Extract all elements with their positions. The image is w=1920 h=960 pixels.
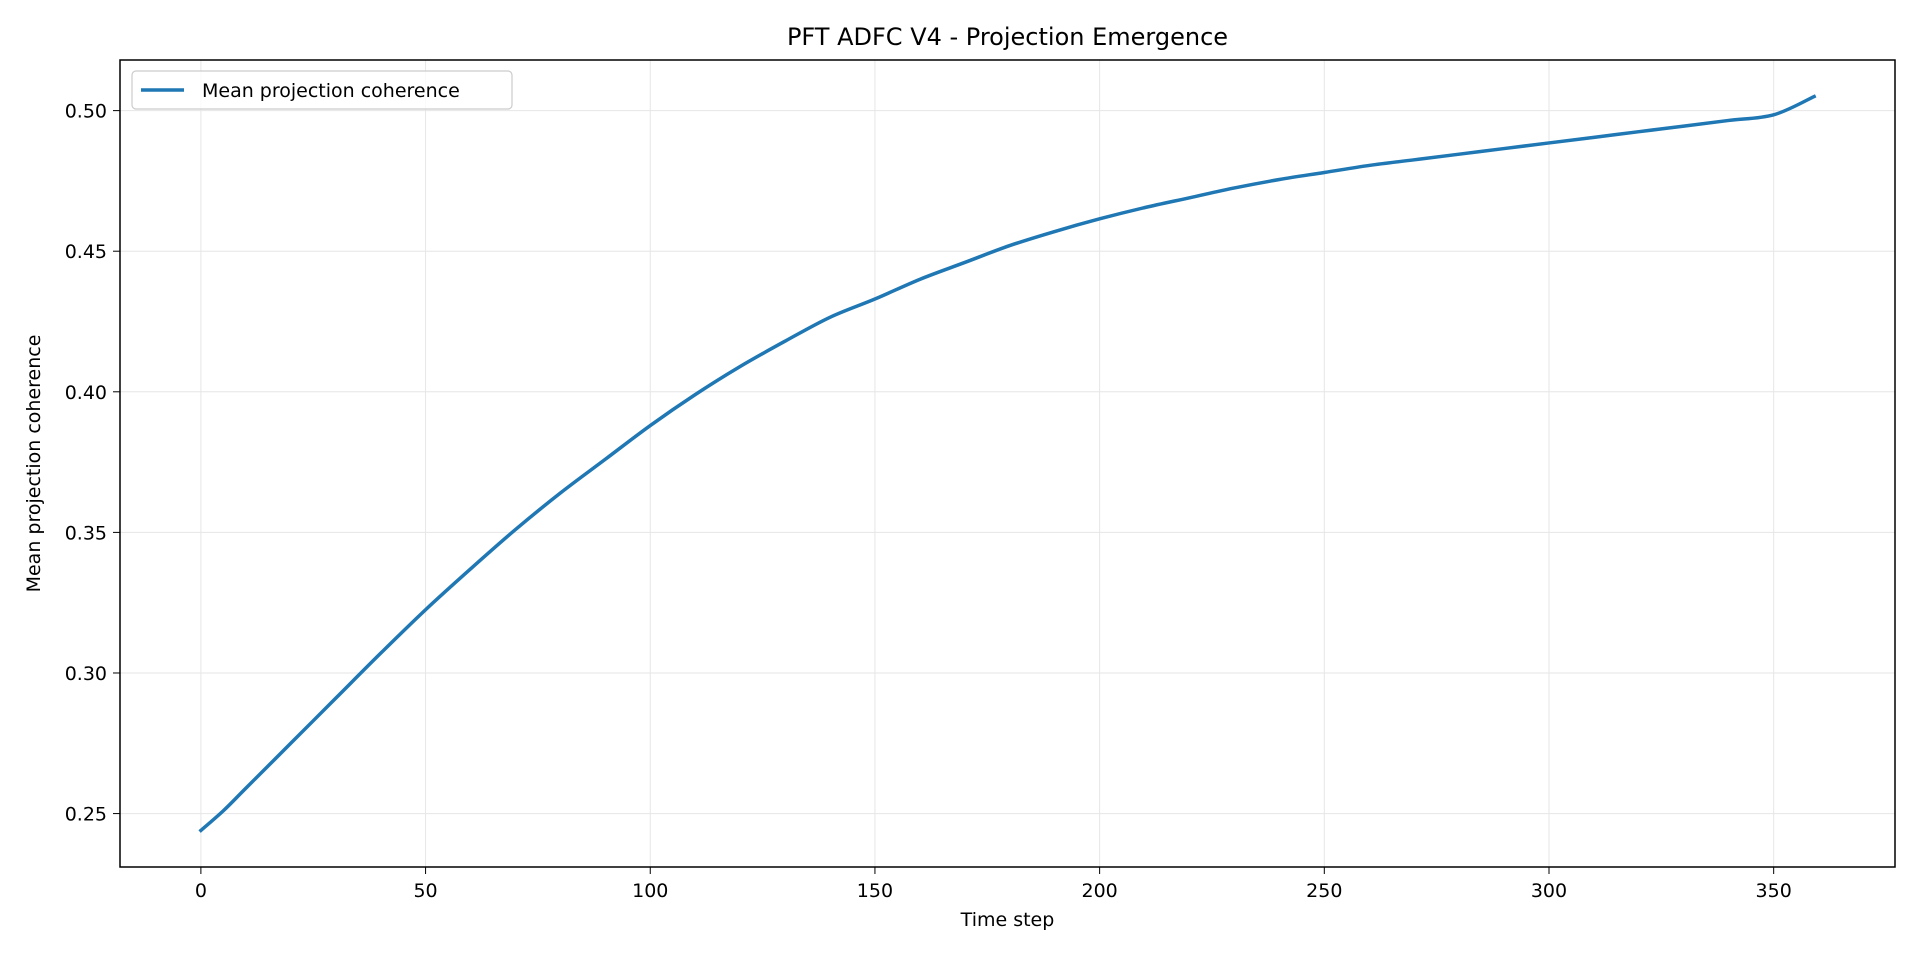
legend-box (131, 70, 513, 110)
x-axis-title: Time step (960, 909, 1055, 931)
legend-entry-label: Mean projection coherence (202, 80, 460, 102)
grid-layer (120, 60, 1895, 867)
x-tick-label: 200 (1081, 880, 1117, 902)
chart-title: PFT ADFC V4 - Projection Emergence (787, 23, 1228, 51)
y-tick-label: 0.35 (65, 522, 107, 544)
x-tick-label: 300 (1531, 880, 1567, 902)
tick-layer: 0 50 100 150 200 250 300 350 0.25 0.30 0.35 0.40 0.4… (65, 101, 1792, 902)
y-tick-label: 0.30 (65, 663, 107, 685)
series-layer (198, 94, 1817, 833)
plot-frame (119, 59, 1896, 868)
y-tick-label: 0.50 (65, 101, 107, 123)
x-tick-label: 100 (632, 880, 668, 902)
x-tick-label: 150 (857, 880, 893, 902)
x-tick-label: 50 (413, 880, 437, 902)
legend: Mean projection coherence (131, 70, 513, 110)
y-tick-label: 0.40 (65, 382, 107, 404)
series-line (198, 94, 1817, 833)
y-tick-label: 0.25 (65, 804, 107, 826)
x-tick-label: 250 (1306, 880, 1342, 902)
y-tick-label: 0.45 (65, 241, 107, 263)
x-tick-label: 350 (1756, 880, 1792, 902)
x-tick-label: 0 (195, 880, 207, 902)
y-axis-title: Mean projection coherence (23, 335, 45, 593)
